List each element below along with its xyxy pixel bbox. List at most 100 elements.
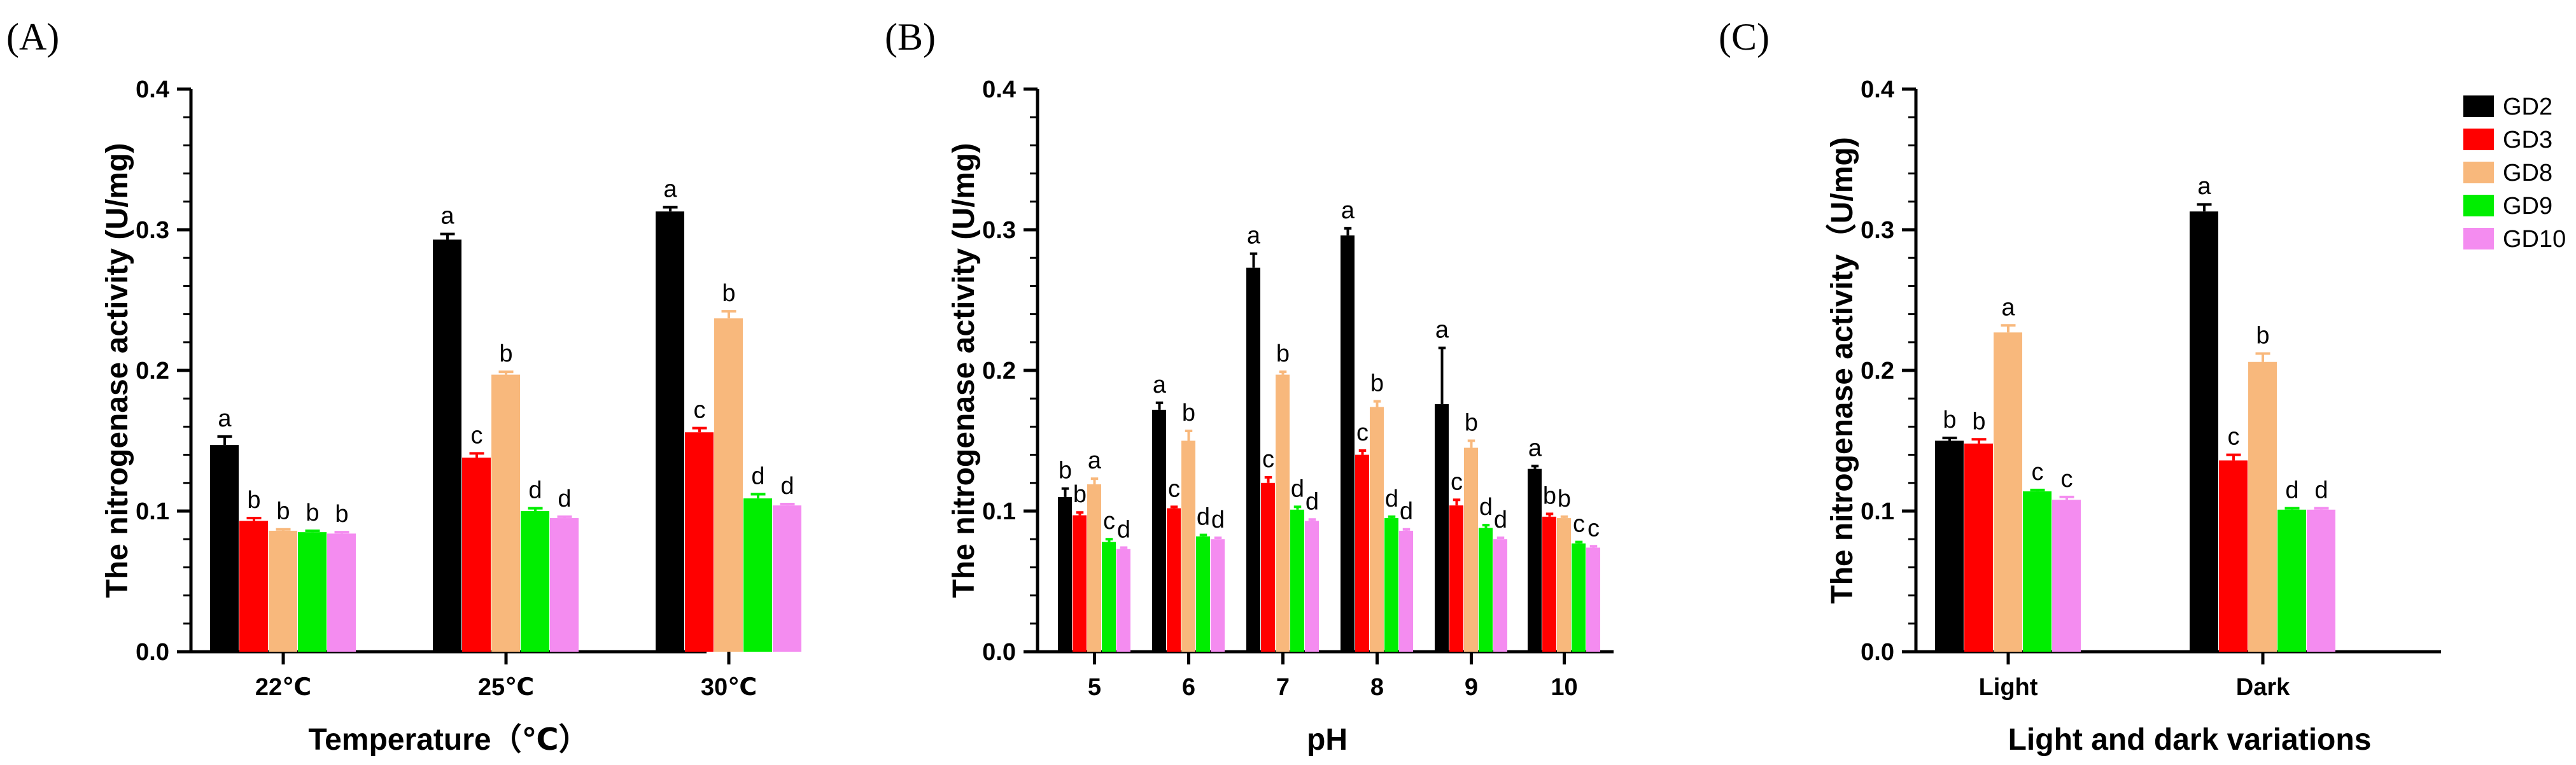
bar-gd9 (1479, 528, 1493, 652)
significance-letter: a (2197, 173, 2211, 200)
panel-c: (C) 0.0 0.1 0.2 0.3 0.4 The nitrogenase activi… (1719, 16, 2441, 757)
bar-gd3 (1261, 482, 1275, 652)
x-tick-label: Light (1979, 674, 2038, 701)
bar-gd2 (656, 211, 684, 652)
y-tick-label: 0.4 (982, 76, 1016, 103)
bar-gd9 (1572, 543, 1586, 652)
y-axis-title: The nitrogenase activity（U/mg) (1826, 137, 1859, 603)
bar-gd10 (1211, 539, 1225, 652)
significance-letter: b (335, 501, 348, 528)
bar-gd3 (1167, 508, 1181, 652)
legend-swatch-gd8 (2463, 162, 2494, 183)
x-tick-label: 5 (1088, 674, 1101, 701)
bar-gd3 (1073, 515, 1087, 652)
bar-gd3 (1542, 516, 1556, 652)
significance-letter: b (1370, 370, 1384, 397)
significance-letter: d (1197, 504, 1210, 531)
bar-gd10 (2307, 509, 2335, 652)
x-tick-label: 7 (1276, 674, 1290, 701)
bar-gd10 (1493, 539, 1507, 652)
significance-letter: a (1153, 372, 1167, 398)
bar-gd10 (1586, 547, 1600, 652)
significance-letter: a (1247, 223, 1261, 249)
y-tick-label: 0.0 (136, 639, 169, 666)
significance-letter: d (780, 473, 794, 500)
legend-label-gd2: GD2 (2503, 94, 2552, 120)
significance-letter: a (1435, 317, 1449, 344)
legend-label-gd10: GD10 (2503, 226, 2566, 253)
y-tick-label: 0.2 (982, 358, 1016, 384)
bar-gd2 (1246, 267, 1260, 652)
panel-label: (B) (885, 16, 936, 58)
bar-gd2 (1341, 235, 1355, 652)
significance-letter: a (1088, 447, 1102, 474)
y-axis-title: The nitrogenase activity (U/mg) (101, 143, 134, 598)
y-tick-label: 0.2 (136, 358, 169, 384)
panel-a: (A) 0.0 0.1 0.2 0.3 0.4 The nitrogenase activi… (6, 16, 801, 757)
significance-letter: c (1573, 511, 1585, 538)
bar-gd8 (269, 530, 297, 652)
significance-letter: a (2001, 294, 2015, 321)
bar-gd10 (1399, 530, 1413, 652)
significance-letter: c (1587, 515, 1600, 542)
y-tick-label: 0.3 (1861, 217, 1894, 244)
legend: GD2 GD3 GD8 GD9 GD10 (2463, 94, 2566, 253)
bar-gd8 (1464, 447, 1478, 652)
bar-gd8 (1370, 407, 1384, 652)
y-tick-label: 0.4 (136, 76, 169, 103)
bar-gd2 (1152, 409, 1166, 652)
bar-gd8 (491, 374, 520, 652)
bar-gd2 (1935, 440, 1964, 652)
bar-gd3 (239, 521, 268, 652)
bar-gd8 (1181, 440, 1195, 652)
significance-letter: d (558, 486, 571, 512)
significance-letter: d (2314, 477, 2328, 504)
bar-gd9 (2277, 509, 2306, 652)
y-tick-label: 0.4 (1861, 76, 1894, 103)
significance-letter: b (1558, 486, 1571, 512)
bar-gd10 (1305, 521, 1319, 652)
bar-gd8 (1994, 332, 2022, 652)
significance-letter: c (1262, 446, 1274, 473)
bar-gd9 (743, 498, 772, 652)
significance-letter: b (1465, 410, 1478, 437)
bar-gd8 (1087, 484, 1101, 652)
significance-letter: b (306, 500, 319, 526)
x-tick-label: 22℃ (255, 674, 311, 701)
significance-letter: d (1479, 494, 1493, 521)
legend-swatch-gd2 (2463, 95, 2494, 117)
panel-label: (C) (1719, 16, 1770, 58)
y-tick-label: 0.1 (136, 498, 169, 525)
significance-letter: d (1385, 486, 1398, 512)
x-tick-label: Dark (2236, 674, 2290, 701)
y-tick-label: 0.3 (136, 217, 169, 244)
significance-letter: b (499, 340, 512, 367)
significance-letter: c (1451, 468, 1463, 495)
significance-letter: d (1117, 516, 1130, 543)
bar-gd2 (1435, 404, 1449, 652)
bar-gd10 (327, 533, 356, 652)
significance-letter: b (1972, 408, 1985, 435)
significance-letter: b (247, 487, 260, 514)
y-tick-label: 0.1 (1861, 498, 1894, 525)
significance-letter: d (2285, 477, 2298, 504)
bar-gd9 (1384, 518, 1398, 652)
y-tick-label: 0.3 (982, 217, 1016, 244)
bar-gd3 (685, 432, 714, 652)
bar-gd8 (1557, 518, 1571, 652)
significance-letter: c (2032, 459, 2044, 486)
significance-letter: b (1073, 481, 1087, 508)
bar-gd3 (2219, 460, 2248, 652)
significance-letter: c (694, 397, 706, 424)
x-tick-label: 25℃ (478, 674, 534, 701)
bar-gd9 (2023, 491, 2052, 652)
significance-letter: d (751, 463, 764, 489)
significance-letter: d (1400, 498, 1413, 525)
bar-gd2 (210, 445, 239, 652)
bar-gd10 (1116, 549, 1130, 652)
bar-gd9 (521, 511, 549, 652)
significance-letter: c (471, 422, 483, 449)
significance-letter: b (1182, 400, 1195, 426)
x-tick-label: 30℃ (701, 674, 757, 701)
bar-gd9 (1196, 536, 1210, 652)
